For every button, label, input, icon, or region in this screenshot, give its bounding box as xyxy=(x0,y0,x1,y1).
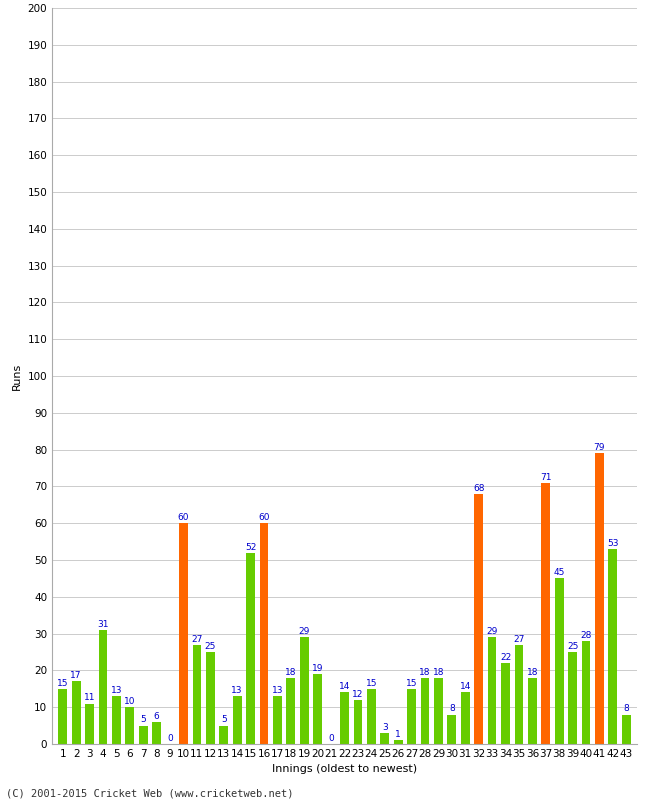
Bar xyxy=(246,553,255,744)
Text: 71: 71 xyxy=(540,473,551,482)
Bar xyxy=(380,733,389,744)
Bar xyxy=(568,652,577,744)
Bar xyxy=(421,678,430,744)
Bar xyxy=(300,638,309,744)
Text: 68: 68 xyxy=(473,484,484,493)
X-axis label: Innings (oldest to newest): Innings (oldest to newest) xyxy=(272,765,417,774)
Bar xyxy=(555,578,564,744)
Bar xyxy=(595,454,604,744)
Text: 6: 6 xyxy=(154,712,159,721)
Bar xyxy=(99,630,107,744)
Bar xyxy=(488,638,497,744)
Text: 29: 29 xyxy=(486,627,498,636)
Bar xyxy=(259,523,268,744)
Bar xyxy=(408,689,416,744)
Text: 60: 60 xyxy=(177,513,189,522)
Bar xyxy=(367,689,376,744)
Bar xyxy=(434,678,443,744)
Bar xyxy=(461,693,469,744)
Bar xyxy=(139,726,148,744)
Text: 60: 60 xyxy=(258,513,270,522)
Text: 12: 12 xyxy=(352,690,363,698)
Text: 25: 25 xyxy=(567,642,578,651)
Text: 18: 18 xyxy=(285,668,296,677)
Y-axis label: Runs: Runs xyxy=(12,362,22,390)
Bar xyxy=(112,696,121,744)
Text: 28: 28 xyxy=(580,631,592,640)
Text: 0: 0 xyxy=(167,734,173,743)
Text: 15: 15 xyxy=(406,678,417,688)
Text: 19: 19 xyxy=(312,664,324,673)
Text: 27: 27 xyxy=(191,634,203,643)
Text: 5: 5 xyxy=(221,715,227,725)
Text: (C) 2001-2015 Cricket Web (www.cricketweb.net): (C) 2001-2015 Cricket Web (www.cricketwe… xyxy=(6,789,294,798)
Bar xyxy=(58,689,67,744)
Text: 14: 14 xyxy=(339,682,350,691)
Bar xyxy=(220,726,228,744)
Bar xyxy=(179,523,188,744)
Bar xyxy=(541,482,550,744)
Text: 8: 8 xyxy=(449,705,455,714)
Bar xyxy=(515,645,523,744)
Bar xyxy=(501,663,510,744)
Bar xyxy=(340,693,349,744)
Text: 15: 15 xyxy=(365,678,377,688)
Bar xyxy=(206,652,215,744)
Bar xyxy=(313,674,322,744)
Text: 15: 15 xyxy=(57,678,68,688)
Text: 13: 13 xyxy=(272,686,283,695)
Text: 8: 8 xyxy=(623,705,629,714)
Text: 18: 18 xyxy=(419,668,431,677)
Text: 10: 10 xyxy=(124,697,136,706)
Text: 25: 25 xyxy=(205,642,216,651)
Text: 52: 52 xyxy=(245,542,256,551)
Text: 3: 3 xyxy=(382,723,387,732)
Text: 18: 18 xyxy=(433,668,444,677)
Bar xyxy=(394,740,402,744)
Text: 1: 1 xyxy=(395,730,401,739)
Text: 11: 11 xyxy=(84,694,96,702)
Bar xyxy=(447,714,456,744)
Bar xyxy=(192,645,202,744)
Bar xyxy=(273,696,281,744)
Bar xyxy=(233,696,242,744)
Text: 53: 53 xyxy=(607,539,619,548)
Text: 27: 27 xyxy=(514,634,525,643)
Bar xyxy=(622,714,630,744)
Text: 17: 17 xyxy=(70,671,82,680)
Text: 29: 29 xyxy=(298,627,310,636)
Text: 13: 13 xyxy=(111,686,122,695)
Text: 18: 18 xyxy=(526,668,538,677)
Text: 22: 22 xyxy=(500,653,511,662)
Bar xyxy=(528,678,537,744)
Text: 79: 79 xyxy=(593,443,605,452)
Bar xyxy=(354,700,362,744)
Bar xyxy=(287,678,295,744)
Bar xyxy=(125,707,134,744)
Bar xyxy=(608,549,618,744)
Text: 13: 13 xyxy=(231,686,243,695)
Bar xyxy=(582,641,590,744)
Text: 14: 14 xyxy=(460,682,471,691)
Text: 0: 0 xyxy=(328,734,334,743)
Bar xyxy=(72,682,81,744)
Text: 31: 31 xyxy=(98,620,109,629)
Bar xyxy=(85,703,94,744)
Text: 45: 45 xyxy=(554,568,565,578)
Bar xyxy=(152,722,161,744)
Text: 5: 5 xyxy=(140,715,146,725)
Bar xyxy=(474,494,483,744)
